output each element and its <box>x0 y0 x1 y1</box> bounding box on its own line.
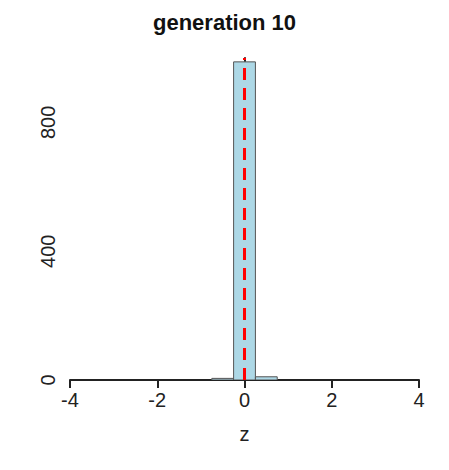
svg-text:800: 800 <box>37 106 59 139</box>
svg-text:-4: -4 <box>61 389 79 411</box>
svg-text:0: 0 <box>239 389 250 411</box>
svg-text:z: z <box>240 423 250 445</box>
svg-text:400: 400 <box>37 235 59 268</box>
svg-text:generation 10: generation 10 <box>153 10 296 35</box>
svg-text:4: 4 <box>413 389 424 411</box>
svg-text:2: 2 <box>326 389 337 411</box>
svg-text:0: 0 <box>37 374 59 385</box>
svg-text:-2: -2 <box>148 389 166 411</box>
